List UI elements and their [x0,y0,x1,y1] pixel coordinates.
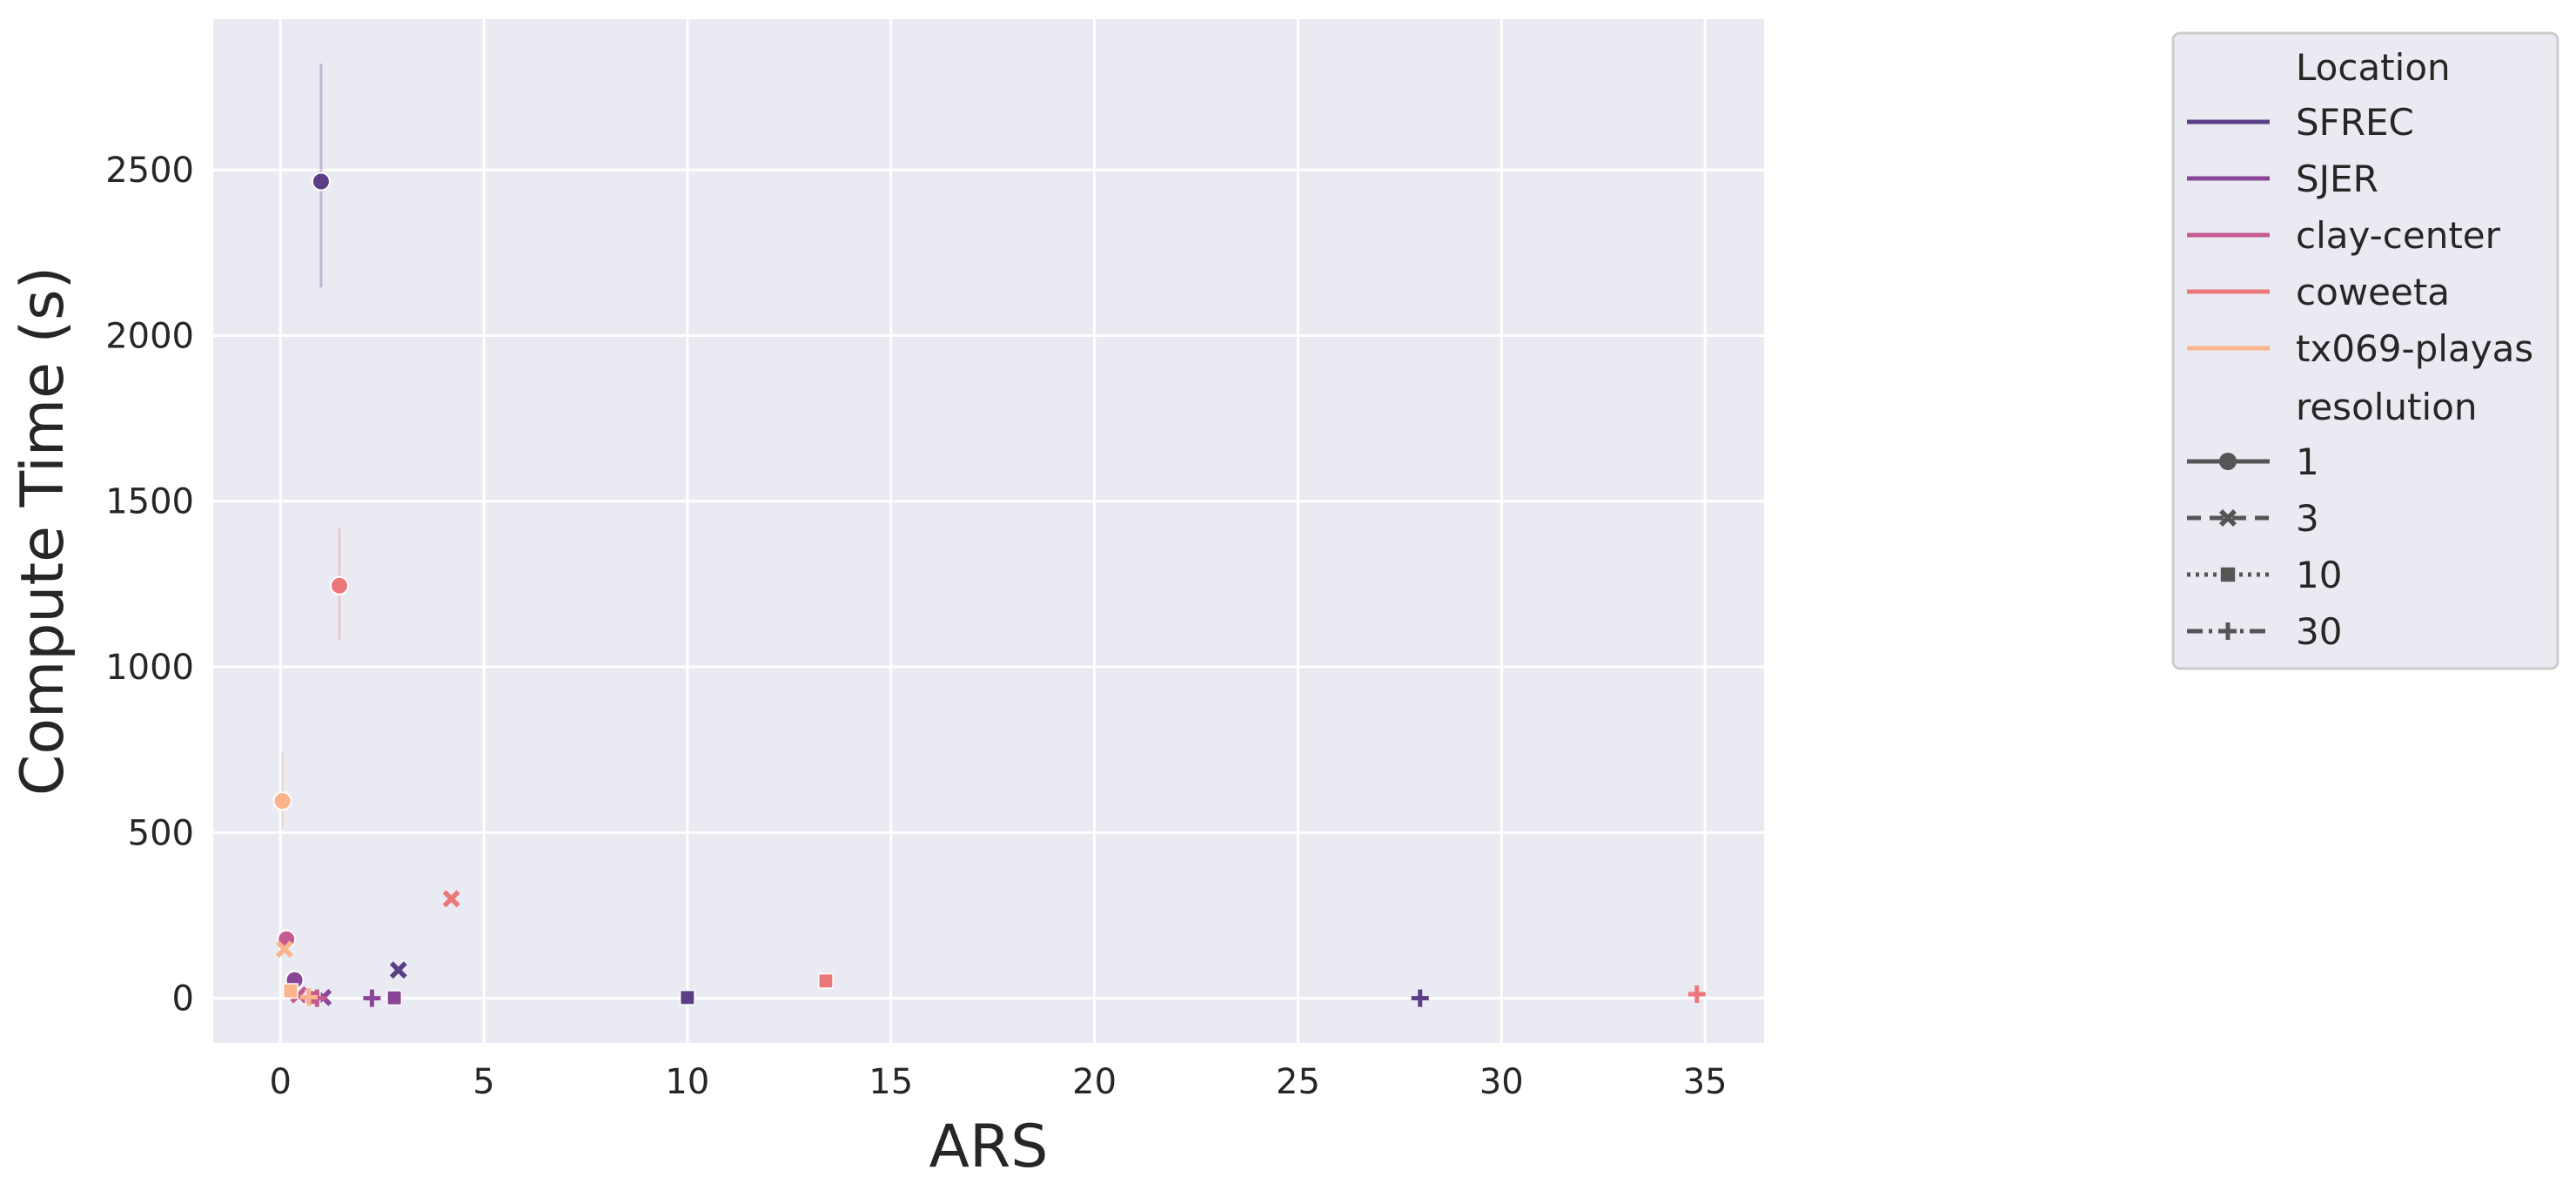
x-tick-label: 10 [665,1062,709,1102]
legend-location-item: SFREC [2187,101,2414,144]
data-point [363,989,381,1007]
legend-marker [2219,622,2237,640]
y-tick-label: 2500 [105,151,194,191]
data-point [275,940,293,958]
data-point [817,972,834,989]
y-tick-labels: 0 500 1000 1500 2000 2500 [105,151,194,1019]
legend-label: SFREC [2296,101,2414,144]
legend-resolution-item: 1 [2187,440,2319,483]
data-point [1411,989,1429,1007]
data-point [442,890,460,908]
x-tick-label: 25 [1276,1062,1320,1102]
y-tick-label: 2000 [105,316,194,356]
data-point [679,989,695,1005]
data-point [272,791,292,811]
legend-frame [2171,31,2559,670]
data-point [311,171,331,192]
legend-resolution-item: 10 [2187,554,2342,596]
x-tick-label: 30 [1479,1062,1524,1102]
legend-resolution-item: 3 [2187,497,2319,540]
y-tick-label: 1500 [105,482,194,522]
plot-background [213,19,1764,1043]
y-tick-label: 1000 [105,648,194,688]
legend-label: 10 [2296,554,2342,596]
legend-label: tx069-playas [2296,327,2533,370]
data-point [386,990,403,1006]
grid-lines [213,19,1764,1043]
y-tick-label: 500 [128,813,194,853]
legend-label: clay-center [2296,214,2501,257]
y-tick-label: 0 [172,979,194,1019]
legend-label: 1 [2296,440,2319,483]
data-points [272,171,1706,1007]
legend-label: 3 [2296,497,2319,540]
legend-resolution-item: 30 [2187,610,2342,653]
data-point [329,575,349,595]
legend-marker [2220,567,2236,582]
data-point [389,961,407,979]
legend-location-item: SJER [2187,158,2378,200]
legend-location-item: coweeta [2187,271,2450,313]
legend-location-items: SFREC SJER clay-center coweeta tx069-playas [2187,101,2533,370]
legend-style-title: resolution [2296,386,2478,428]
y-axis-title: Compute Time (s) [9,266,77,796]
legend-marker [2219,453,2237,470]
data-point [282,983,299,999]
legend-label: coweeta [2296,271,2450,313]
x-tick-label: 35 [1683,1062,1727,1102]
x-tick-label: 20 [1072,1062,1117,1102]
data-point [299,988,318,1006]
legend: Location SFREC SJER clay-center coweeta tx06… [2171,31,2559,670]
x-tick-labels: 0 5 10 15 20 25 30 35 [269,1062,1727,1102]
legend-label: 30 [2296,610,2342,653]
legend-marker [2219,509,2237,527]
legend-label: SJER [2296,158,2378,200]
legend-location-item: tx069-playas [2187,327,2533,370]
x-tick-label: 0 [269,1062,291,1102]
legend-hue-title: Location [2296,46,2451,89]
legend-resolution-items: 1 3 10 30 [2187,440,2342,653]
x-tick-label: 15 [869,1062,913,1102]
x-axis-title: ARS [929,1113,1049,1181]
x-tick-label: 5 [473,1062,494,1102]
legend-location-item: clay-center [2187,214,2501,257]
data-point [1687,985,1706,1004]
